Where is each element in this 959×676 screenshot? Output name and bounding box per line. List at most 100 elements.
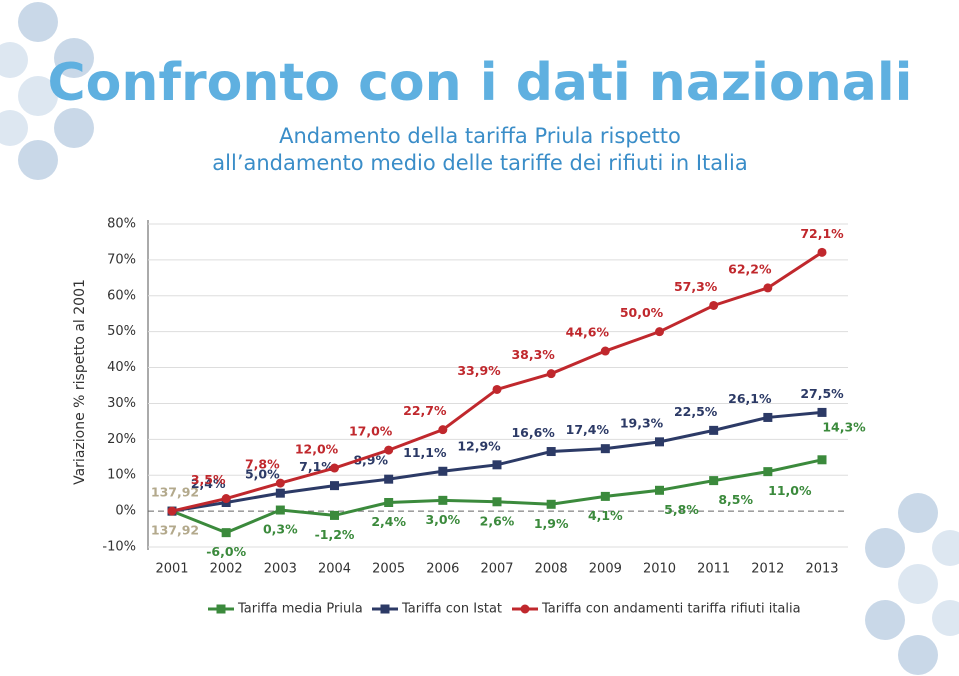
point	[330, 463, 339, 473]
point	[763, 412, 773, 422]
point	[709, 300, 719, 310]
y-tick-label: 70%	[107, 252, 136, 267]
data-label: 3,5%	[191, 472, 226, 487]
data-label: 38,3%	[511, 347, 555, 362]
data-label: 5,0%	[245, 467, 280, 482]
point	[763, 467, 773, 477]
chart-title: Confronto con i dati nazionali	[48, 53, 913, 113]
x-tick-label: 2003	[264, 562, 297, 577]
data-label: 14,3%	[822, 419, 866, 434]
point	[275, 505, 285, 515]
data-label: 11,1%	[403, 445, 447, 460]
point	[438, 425, 448, 435]
data-label: 7,8%	[245, 457, 280, 472]
data-label: 12,9%	[457, 438, 501, 453]
point	[438, 466, 448, 476]
point	[546, 447, 556, 457]
point	[817, 455, 827, 465]
subtitle: Andamento della tariffa Priula rispetto	[279, 124, 681, 148]
legend-label: Tariffa media Priula	[237, 602, 363, 617]
y-tick-label: 0%	[115, 504, 136, 519]
point	[655, 437, 664, 447]
point	[546, 369, 556, 379]
data-label: 2,6%	[480, 513, 515, 528]
point	[492, 497, 502, 507]
point	[709, 476, 719, 486]
point	[655, 485, 664, 495]
point	[817, 407, 827, 417]
data-label: 11,0%	[768, 483, 812, 498]
point	[384, 474, 394, 484]
point	[492, 384, 502, 394]
data-label: 22,7%	[403, 403, 447, 418]
y-tick-label: -10%	[102, 540, 136, 555]
y-tick-label: 20%	[107, 432, 136, 447]
series: 2,4%5,0%7,1% 8,9%11,1% 12,9%16,6% 17,4% 19,3…	[167, 386, 844, 516]
x-tick-label: 2007	[480, 562, 513, 577]
y-tick-label: 50%	[107, 324, 136, 339]
point	[655, 327, 664, 337]
data-label: 27,5%	[800, 386, 844, 401]
legend-item: Tariffa con andamenti tariffa rifiuti it…	[512, 602, 801, 617]
legend-label: Tariffa con andamenti tariffa rifiuti it…	[541, 602, 801, 617]
point	[221, 528, 231, 538]
x-tick-label: 2006	[426, 562, 459, 577]
data-label: 17,4%	[566, 422, 610, 437]
point	[492, 460, 502, 470]
x-tick-label: 2012	[751, 562, 784, 577]
data-label: 44,6%	[566, 325, 610, 340]
point	[763, 283, 773, 293]
data-label: 19,3%	[620, 415, 664, 430]
point	[817, 247, 827, 257]
data-label: 4,1%	[588, 508, 623, 523]
data-label: 50,0%	[620, 305, 664, 320]
data-label: 1,9%	[534, 516, 569, 531]
legend-marker	[216, 604, 226, 614]
annotation: 137,92	[151, 485, 199, 500]
subtitle: all’andamento medio delle tariffe dei ri…	[212, 151, 747, 175]
data-label: -1,2%	[315, 527, 355, 542]
data-label: 8,9%	[353, 453, 388, 468]
data-label: 57,3%	[674, 279, 718, 294]
point	[221, 494, 231, 504]
point	[330, 510, 339, 520]
data-label: 8,5%	[718, 492, 753, 507]
legend-item: Tariffa con Istat	[372, 602, 502, 617]
data-label: 5,8%	[664, 502, 699, 517]
point	[709, 425, 719, 435]
series: 3,5% 7,8% 12,0% 17,0% 22,7% 33,9% 38,3% 44,6% 50…	[167, 226, 844, 516]
data-label: 22,5%	[674, 404, 718, 419]
series: -6,0% 0,3% -1,2% 2,4% 3,0% 2,6% 1,9% 4,1% 5,8% 8,…	[167, 419, 866, 559]
data-label: 62,2%	[728, 261, 772, 276]
legend-label: Tariffa con Istat	[401, 602, 502, 617]
x-tick-label: 2013	[805, 562, 838, 577]
x-tick-label: 2002	[210, 562, 243, 577]
data-label: -6,0%	[206, 544, 246, 559]
data-label: 0,3%	[263, 522, 298, 537]
y-tick-label: 60%	[107, 288, 136, 303]
x-tick-label: 2004	[318, 562, 351, 577]
x-tick-label: 2009	[589, 562, 622, 577]
legend-item: Tariffa media Priula	[208, 602, 363, 617]
point	[167, 506, 177, 516]
x-tick-label: 2011	[697, 562, 730, 577]
y-axis-label: Variazione % rispetto al 2001	[72, 279, 88, 485]
y-tick-label: 10%	[107, 468, 136, 483]
legend-marker	[520, 604, 530, 614]
point	[438, 495, 448, 505]
x-tick-label: 2001	[155, 562, 188, 577]
x-tick-label: 2005	[372, 562, 405, 577]
y-tick-label: 30%	[107, 396, 136, 411]
point	[384, 445, 394, 455]
data-label: 17,0%	[349, 424, 393, 439]
data-label: 2,4%	[371, 514, 406, 529]
point	[600, 444, 610, 454]
point	[600, 491, 610, 501]
x-tick-label: 2010	[643, 562, 676, 577]
legend-marker	[380, 604, 390, 614]
y-tick-label: 80%	[107, 217, 136, 232]
point	[275, 488, 285, 498]
